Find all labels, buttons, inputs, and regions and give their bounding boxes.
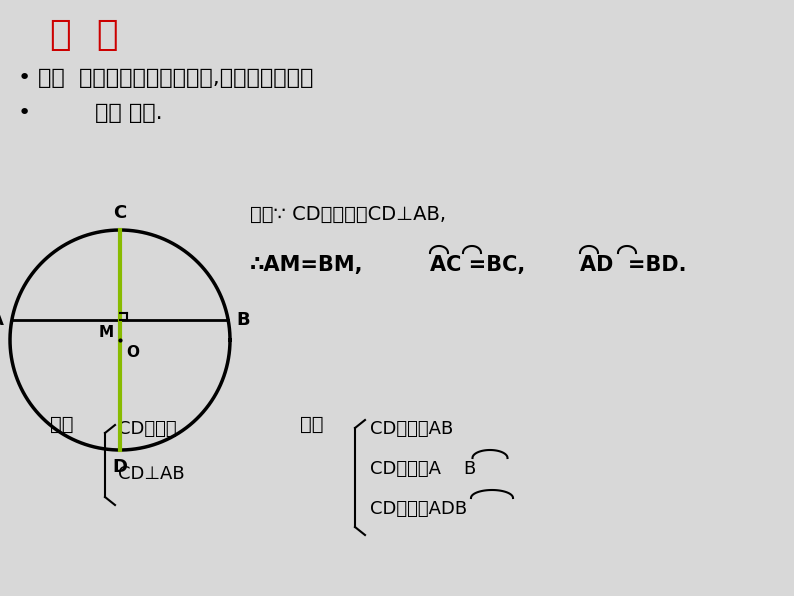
Text: •: • (18, 68, 31, 88)
Text: CD平分弧ADB: CD平分弧ADB (370, 500, 467, 518)
Text: 条件: 条件 (50, 415, 74, 434)
Text: C: C (114, 204, 126, 222)
Text: AC =BC,: AC =BC, (430, 255, 526, 275)
Text: 如图∵ CD是直径，CD⊥AB,: 如图∵ CD是直径，CD⊥AB, (250, 205, 446, 224)
Text: CD⊥AB: CD⊥AB (118, 465, 185, 483)
Text: A: A (0, 311, 4, 329)
Text: CD平分弧A    B: CD平分弧A B (370, 460, 476, 478)
Text: O: O (126, 345, 139, 360)
Text: 定理  垂直于弦的直径平分弦,并且平分弦所对: 定理 垂直于弦的直径平分弦,并且平分弦所对 (38, 68, 314, 88)
Text: CD为直径: CD为直径 (118, 420, 176, 438)
Text: D: D (113, 458, 128, 476)
Text: 结论: 结论 (300, 415, 323, 434)
Text: CD平分弦AB: CD平分弦AB (370, 420, 453, 438)
Text: M: M (99, 325, 114, 340)
Text: 的两 条弧.: 的两 条弧. (95, 103, 163, 123)
Text: •: • (18, 103, 31, 123)
Text: 探  索: 探 索 (50, 18, 118, 52)
Text: AD  =BD.: AD =BD. (580, 255, 687, 275)
Text: B: B (236, 311, 250, 329)
Text: ∴AM=BM,: ∴AM=BM, (250, 255, 364, 275)
